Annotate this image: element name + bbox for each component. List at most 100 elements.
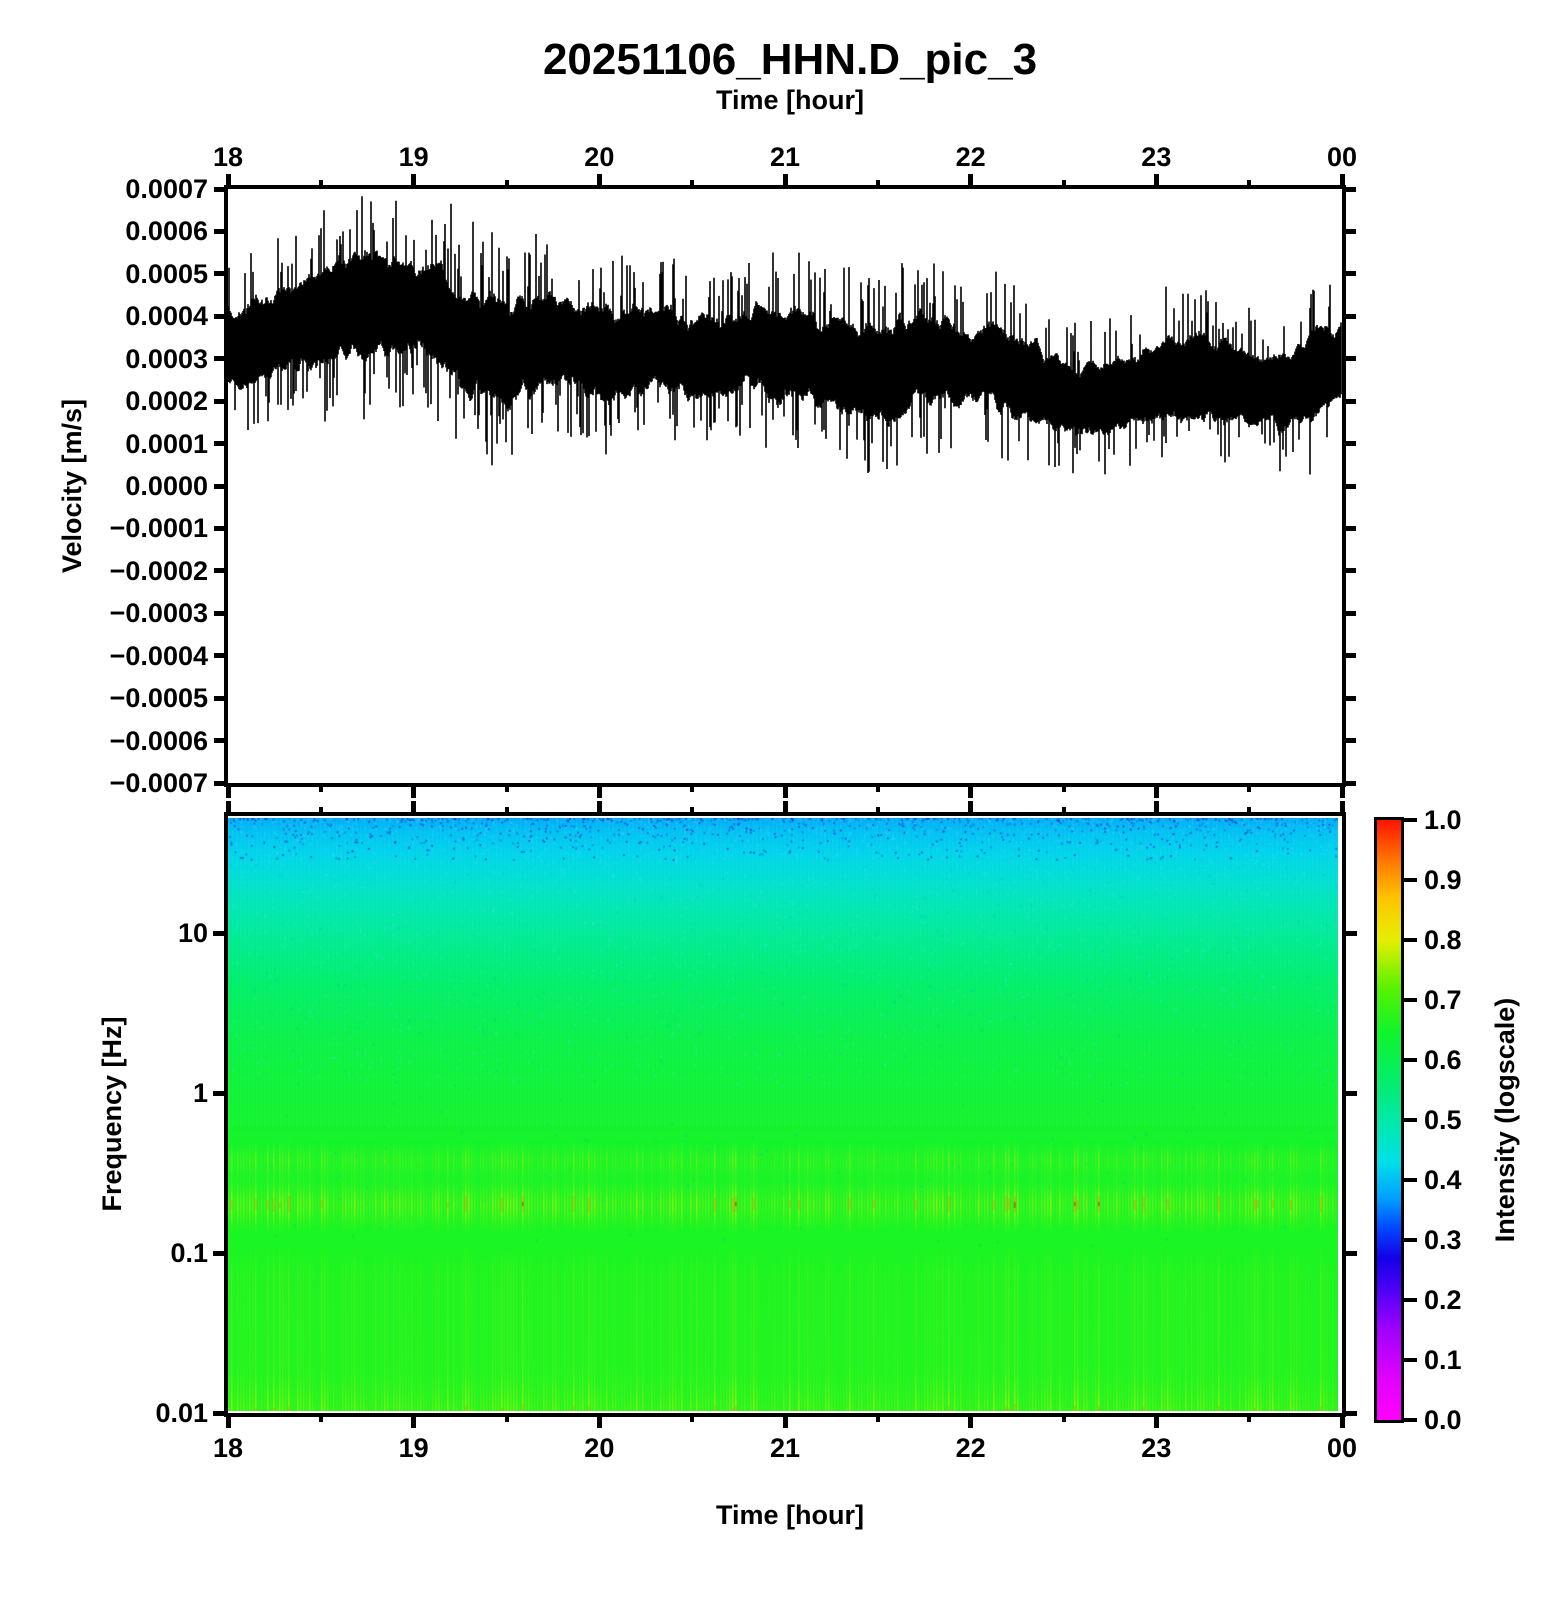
velocity-tick bbox=[214, 441, 228, 447]
frequency-tick bbox=[1342, 930, 1357, 936]
x-minor-tick bbox=[875, 1413, 880, 1422]
velocity-tick bbox=[214, 780, 228, 786]
velocity-tick bbox=[1342, 610, 1356, 616]
velocity-tick bbox=[214, 738, 228, 744]
x-major-tick bbox=[225, 1413, 231, 1428]
x-tick-label-bottom: 21 bbox=[769, 1433, 801, 1463]
x-minor-tick bbox=[1061, 1413, 1066, 1422]
velocity-tick bbox=[1342, 780, 1356, 786]
x-major-tick bbox=[968, 783, 974, 798]
velocity-tick bbox=[1342, 738, 1356, 744]
velocity-tick-label: 0.0007 bbox=[125, 174, 208, 204]
bottom-time-axis-label: Time [hour] bbox=[716, 1500, 864, 1530]
x-major-tick bbox=[411, 174, 417, 189]
colorbar-tick bbox=[1404, 1418, 1417, 1422]
x-minor-tick bbox=[1061, 783, 1066, 792]
x-major-tick bbox=[1339, 783, 1345, 798]
x-minor-tick bbox=[875, 807, 880, 816]
velocity-tick bbox=[1342, 313, 1356, 319]
frequency-tick bbox=[213, 1410, 228, 1416]
velocity-tick bbox=[1342, 186, 1356, 192]
velocity-tick bbox=[214, 483, 228, 489]
x-tick-label-top: 20 bbox=[584, 142, 615, 172]
colorbar-tick bbox=[1404, 1058, 1417, 1062]
x-major-tick bbox=[968, 174, 974, 189]
velocity-tick-label: −0.0007 bbox=[109, 768, 208, 798]
velocity-tick bbox=[214, 610, 228, 616]
x-minor-tick bbox=[504, 783, 509, 792]
x-minor-tick bbox=[504, 180, 509, 189]
x-minor-tick bbox=[1061, 807, 1066, 816]
colorbar-tick-label: 0.3 bbox=[1424, 1225, 1462, 1255]
velocity-tick bbox=[1342, 695, 1356, 701]
x-minor-tick bbox=[1061, 180, 1066, 189]
x-minor-tick bbox=[504, 1413, 509, 1422]
velocity-tick bbox=[1342, 653, 1356, 659]
x-minor-tick bbox=[318, 180, 323, 189]
velocity-tick bbox=[214, 186, 228, 192]
velocity-tick bbox=[214, 525, 228, 531]
velocity-tick bbox=[214, 313, 228, 319]
colorbar-tick bbox=[1404, 1118, 1417, 1122]
colorbar-tick-label: 0.5 bbox=[1424, 1105, 1462, 1135]
spectrogram-panel bbox=[224, 812, 1346, 1417]
x-minor-tick bbox=[1247, 1413, 1252, 1422]
colorbar-tick-label: 0.0 bbox=[1424, 1405, 1462, 1435]
velocity-tick bbox=[214, 271, 228, 277]
x-major-tick bbox=[782, 783, 788, 798]
x-major-tick bbox=[1153, 174, 1159, 189]
velocity-tick bbox=[1342, 483, 1356, 489]
velocity-tick bbox=[1342, 271, 1356, 277]
velocity-tick bbox=[214, 568, 228, 574]
velocity-tick bbox=[214, 398, 228, 404]
velocity-tick bbox=[1342, 228, 1356, 234]
velocity-tick-label: 0.0005 bbox=[125, 258, 208, 289]
velocity-tick bbox=[214, 356, 228, 362]
x-major-tick bbox=[782, 174, 788, 189]
colorbar-tick-label: 0.1 bbox=[1424, 1345, 1462, 1375]
x-major-tick bbox=[411, 783, 417, 798]
x-minor-tick bbox=[318, 807, 323, 816]
colorbar-tick-label: 0.7 bbox=[1424, 985, 1462, 1015]
velocity-tick-label: 0.0000 bbox=[125, 471, 208, 501]
x-major-tick bbox=[596, 783, 602, 798]
colorbar-tick bbox=[1404, 938, 1417, 942]
colorbar-tick-label: 0.4 bbox=[1424, 1165, 1462, 1195]
x-major-tick bbox=[225, 801, 231, 816]
colorbar-tick-label: 1.0 bbox=[1424, 805, 1462, 835]
x-tick-label-top: 18 bbox=[212, 142, 244, 172]
velocity-tick-label: 0.0001 bbox=[125, 428, 208, 459]
x-major-tick bbox=[225, 174, 231, 189]
x-major-tick bbox=[1153, 1413, 1159, 1428]
velocity-tick-label: −0.0006 bbox=[109, 725, 208, 756]
x-minor-tick bbox=[875, 783, 880, 792]
x-tick-label-top: 22 bbox=[955, 142, 986, 172]
x-major-tick bbox=[782, 1413, 788, 1428]
x-tick-label-top: 00 bbox=[1326, 142, 1358, 172]
velocity-tick bbox=[1342, 568, 1356, 574]
velocity-tick bbox=[214, 228, 228, 234]
seismic-trace-path bbox=[228, 196, 1342, 475]
x-major-tick bbox=[1339, 174, 1345, 189]
colorbar-tick-label: 0.6 bbox=[1424, 1045, 1462, 1075]
colorbar-tick bbox=[1404, 998, 1417, 1002]
frequency-tick-label: 0.01 bbox=[155, 1398, 208, 1428]
x-major-tick bbox=[596, 801, 602, 816]
velocity-tick bbox=[1342, 441, 1356, 447]
velocity-tick-label: 0.0002 bbox=[125, 386, 208, 417]
velocity-tick-label: 0.0006 bbox=[125, 216, 208, 247]
x-tick-label-top: 21 bbox=[769, 142, 801, 172]
x-major-tick bbox=[411, 1413, 417, 1428]
colorbar-tick-label: 0.9 bbox=[1424, 865, 1462, 895]
x-tick-label-bottom: 23 bbox=[1141, 1433, 1172, 1463]
x-major-tick bbox=[596, 174, 602, 189]
x-major-tick bbox=[411, 801, 417, 816]
x-major-tick bbox=[596, 1413, 602, 1428]
x-minor-tick bbox=[1247, 783, 1252, 792]
x-minor-tick bbox=[504, 807, 509, 816]
velocity-tick bbox=[1342, 398, 1356, 404]
velocity-tick-label: −0.0003 bbox=[109, 598, 208, 629]
x-major-tick bbox=[968, 1413, 974, 1428]
x-major-tick bbox=[1339, 1413, 1345, 1428]
